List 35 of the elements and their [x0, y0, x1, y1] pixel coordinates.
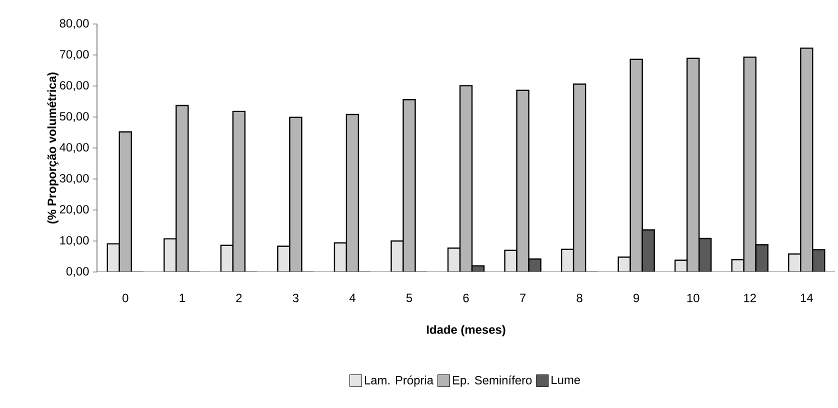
- bar: [346, 114, 360, 272]
- bar: [459, 85, 473, 272]
- x-axis-title: Idade (meses): [426, 325, 506, 336]
- x-tick-label: 9: [634, 294, 640, 302]
- x-tick-label: 6: [463, 294, 469, 302]
- bar: [118, 131, 132, 272]
- x-tick-label: 3: [292, 294, 298, 302]
- x-tick-label: 7: [520, 294, 526, 302]
- bar: [743, 56, 756, 272]
- y-axis-title: (% Proporção volumétrica): [47, 72, 58, 224]
- y-tick-label: 30,00: [60, 174, 89, 184]
- bar: [232, 110, 246, 272]
- y-tick-label: 40,00: [60, 143, 89, 153]
- y-tick-label: 0,00: [66, 267, 89, 277]
- bar: [686, 58, 700, 272]
- y-tick-label: 50,00: [60, 112, 89, 122]
- y-tick-label: 60,00: [60, 81, 89, 91]
- x-tick-label: 0: [122, 294, 128, 302]
- x-tick-label: 5: [406, 294, 412, 302]
- y-tick-label: 20,00: [60, 205, 89, 215]
- x-tick-label: 12: [744, 294, 756, 302]
- x-tick-label: 4: [349, 294, 356, 302]
- x-tick-label: 2: [236, 294, 242, 302]
- y-tick-label: 10,00: [60, 236, 89, 246]
- x-tick-label: 10: [687, 294, 700, 302]
- legend-label: Lume: [552, 376, 580, 384]
- bar: [572, 84, 586, 272]
- legend-label: Lam. Própria: [364, 376, 434, 387]
- legend-label: Ep. Seminífero: [452, 376, 532, 387]
- x-tick-label: 8: [576, 294, 582, 302]
- y-tick-label: 80,00: [60, 19, 89, 29]
- x-tick-label: 1: [180, 294, 185, 302]
- y-tick-label: 70,00: [60, 50, 89, 60]
- bar: [800, 48, 814, 272]
- x-tick-label: 14: [800, 294, 813, 302]
